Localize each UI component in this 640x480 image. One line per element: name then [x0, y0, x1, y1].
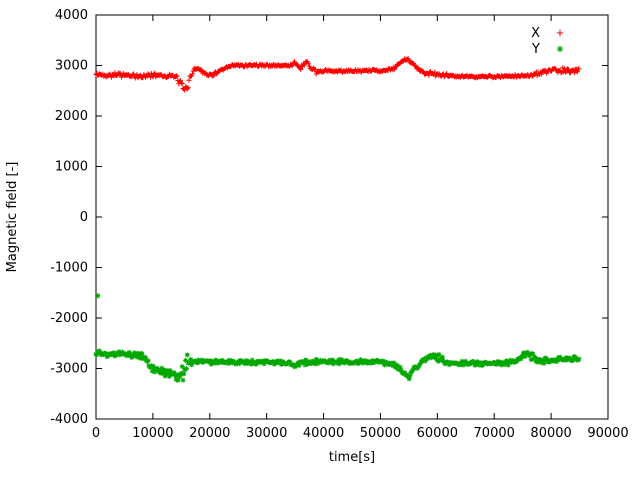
series-x-points [93, 56, 582, 93]
series-y-points [93, 293, 582, 383]
y-tick-label: -3000 [50, 362, 88, 377]
x-tick-label: 90000 [587, 426, 628, 441]
y-axis-label: Magnetic field [-] [5, 162, 20, 273]
legend-marker-x-icon [556, 29, 564, 37]
x-tick-label: 80000 [530, 426, 571, 441]
y-tick-label: -1000 [50, 261, 88, 276]
x-tick-label: 0 [92, 426, 100, 441]
x-tick-label: 70000 [474, 426, 515, 441]
y-tick-label: -2000 [50, 311, 88, 326]
legend-label-y: Y [531, 42, 540, 57]
legend-label-x: X [531, 26, 540, 41]
y-tick-label: 0 [80, 210, 88, 225]
x-tick-label: 50000 [360, 426, 401, 441]
x-tick-label: 40000 [303, 426, 344, 441]
x-tick-label: 20000 [189, 426, 230, 441]
y-tick-label: 4000 [55, 8, 88, 23]
x-tick-label: 60000 [417, 426, 458, 441]
legend-marker-y-icon [556, 45, 564, 53]
y-tick-label: -4000 [50, 412, 88, 427]
x-axis-label: time[s] [329, 450, 375, 465]
y-tick-label: 2000 [55, 109, 88, 124]
x-tick-label: 30000 [246, 426, 287, 441]
x-tick-label: 10000 [132, 426, 173, 441]
y-tick-label: 1000 [55, 160, 88, 175]
y-tick-label: 3000 [55, 59, 88, 74]
